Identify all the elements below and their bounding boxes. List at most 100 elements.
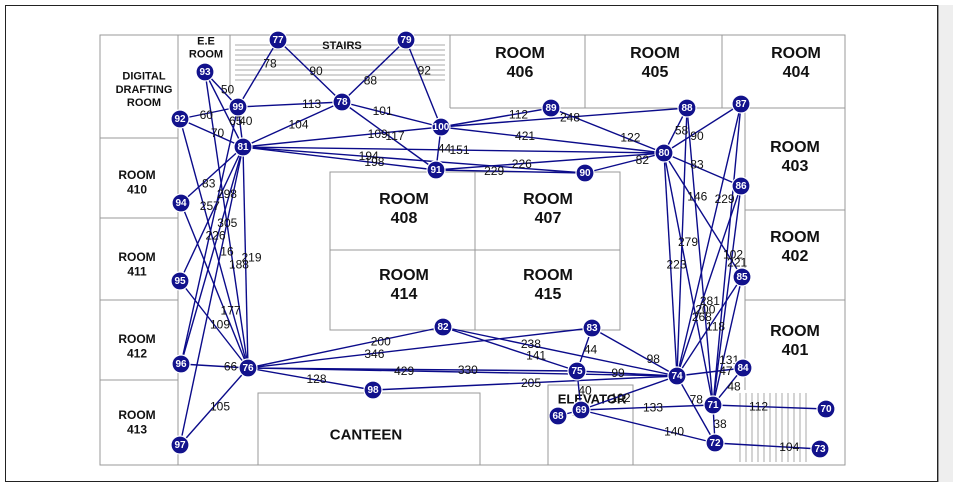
edge-82-75: [442, 326, 578, 372]
edge-weight-76-98: 128: [306, 372, 326, 386]
room-label-canteen: CANTEEN: [330, 426, 403, 443]
edge-81-95: [179, 146, 244, 282]
edge-weight-83-74: 98: [647, 352, 661, 366]
node-label-90: 90: [579, 168, 591, 179]
node-91[interactable]: 91: [426, 160, 446, 180]
edge-weight-100-80: 421: [515, 129, 535, 143]
node-label-85: 85: [736, 272, 748, 283]
node-label-99: 99: [232, 102, 244, 113]
node-label-94: 94: [175, 198, 187, 209]
room-label-r404: ROOM 404: [771, 45, 821, 81]
node-98[interactable]: 98: [363, 380, 383, 400]
node-96[interactable]: 96: [171, 354, 191, 374]
node-92[interactable]: 92: [170, 109, 190, 129]
room-label-ee: E.E ROOM: [189, 35, 223, 60]
node-72[interactable]: 72: [705, 433, 725, 453]
edge-weight-81-76: 219: [241, 251, 261, 265]
edge-weight-81-90: 194: [359, 149, 379, 163]
node-77[interactable]: 77: [268, 30, 288, 50]
node-78[interactable]: 78: [332, 92, 352, 112]
edge-74-69: [580, 375, 678, 411]
edge-87-80: [663, 103, 742, 154]
node-82[interactable]: 82: [433, 317, 453, 337]
edge-weight-94-76: 177: [221, 303, 241, 317]
edge-weight-82-75: 141: [526, 349, 546, 363]
edge-100-89: [440, 107, 552, 128]
node-label-79: 79: [400, 35, 412, 46]
node-100[interactable]: 100: [431, 117, 451, 137]
node-87[interactable]: 87: [731, 94, 751, 114]
node-70[interactable]: 70: [816, 399, 836, 419]
node-73[interactable]: 73: [810, 439, 830, 459]
edge-99-96: [180, 106, 239, 365]
node-label-71: 71: [707, 400, 719, 411]
room-label-r415: ROOM 415: [523, 267, 573, 303]
room-label-r408: ROOM 408: [379, 191, 429, 227]
edge-weight-72-73: 104: [779, 440, 799, 454]
edge-85-71: [712, 276, 743, 406]
node-94[interactable]: 94: [171, 193, 191, 213]
scrollbar[interactable]: [938, 5, 953, 482]
node-71[interactable]: 71: [703, 395, 723, 415]
edge-80-74: [663, 152, 678, 377]
node-label-75: 75: [571, 366, 583, 377]
node-89[interactable]: 89: [541, 98, 561, 118]
node-90[interactable]: 90: [575, 163, 595, 183]
edge-82-74: [442, 326, 678, 377]
edge-weight-85-71: 131: [719, 353, 739, 367]
node-97[interactable]: 97: [170, 435, 190, 455]
edge-83-74: [591, 327, 678, 377]
node-label-96: 96: [175, 359, 187, 370]
node-74[interactable]: 74: [667, 366, 687, 386]
node-label-74: 74: [671, 371, 683, 382]
edge-76-83: [247, 327, 593, 369]
edge-weight-76-82: 200: [371, 334, 391, 348]
edge-weight-100-88: 248: [560, 111, 580, 125]
node-80[interactable]: 80: [654, 143, 674, 163]
node-79[interactable]: 79: [396, 30, 416, 50]
node-68[interactable]: 68: [548, 406, 568, 426]
node-69[interactable]: 69: [571, 400, 591, 420]
edge-weight-69-71: 133: [643, 401, 663, 415]
edge-weight-74-69: 102: [611, 391, 631, 405]
edge-weight-81-95: 298: [217, 187, 237, 201]
edge-weight-78-100: 101: [373, 104, 393, 118]
edge-81-96: [180, 146, 244, 365]
edge-weight-96-76: 66: [224, 360, 238, 374]
node-95[interactable]: 95: [170, 271, 190, 291]
room-label-r413: ROOM 413: [118, 408, 155, 436]
node-81[interactable]: 81: [233, 137, 253, 157]
edge-weight-87-74: 229: [715, 192, 735, 206]
edge-86-74: [676, 185, 742, 377]
node-88[interactable]: 88: [677, 98, 697, 118]
node-76[interactable]: 76: [238, 358, 258, 378]
edge-weight-86-71: 221: [727, 256, 747, 270]
node-75[interactable]: 75: [567, 361, 587, 381]
edge-92-81: [179, 118, 244, 148]
edge-90-80: [584, 152, 665, 174]
node-83[interactable]: 83: [582, 318, 602, 338]
node-label-73: 73: [814, 444, 826, 455]
node-84[interactable]: 84: [733, 358, 753, 378]
edge-87-74: [676, 103, 742, 377]
edge-77-99: [237, 39, 279, 108]
edge-91-90: [435, 169, 586, 174]
node-86[interactable]: 86: [731, 176, 751, 196]
edge-weight-79-78: 88: [364, 73, 378, 87]
edge-76-74: [247, 367, 678, 377]
edge-weight-86-74: 200: [695, 303, 715, 317]
node-label-98: 98: [367, 385, 379, 396]
node-85[interactable]: 85: [732, 267, 752, 287]
edge-weight-93-76: 188: [229, 257, 249, 271]
node-label-88: 88: [681, 103, 693, 114]
edge-99-78: [237, 101, 343, 108]
edge-81-80: [242, 146, 665, 154]
room-label-r410: ROOM 410: [118, 168, 155, 196]
node-93[interactable]: 93: [195, 62, 215, 82]
node-label-72: 72: [709, 438, 721, 449]
edge-weight-71-70: 112: [749, 399, 768, 413]
node-99[interactable]: 99: [228, 97, 248, 117]
edge-weight-99-78: 113: [302, 97, 321, 111]
node-label-76: 76: [242, 363, 254, 374]
edge-weight-81-97: 16: [220, 244, 234, 258]
